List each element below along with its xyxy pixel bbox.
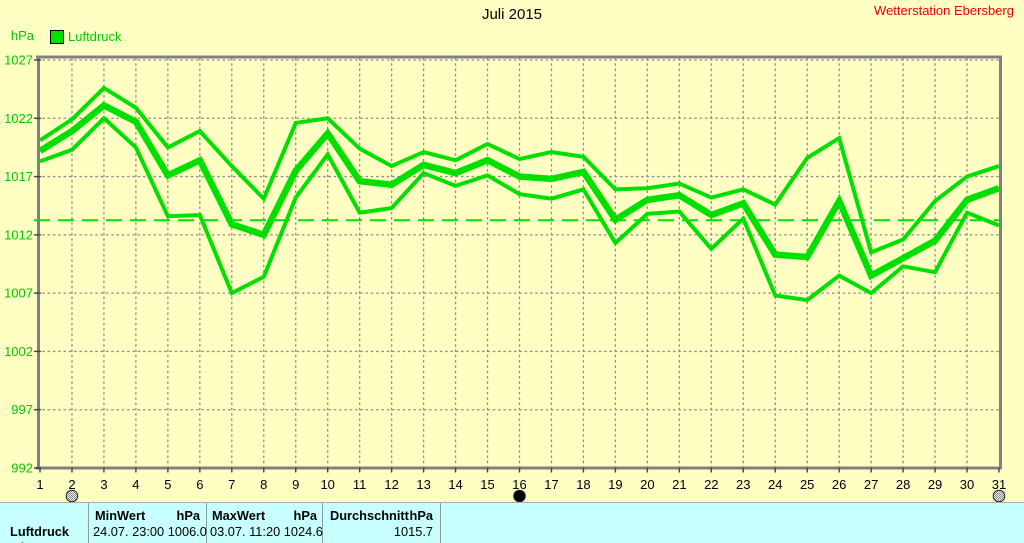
y-tick-label: 1017 (4, 169, 33, 184)
y-tick-label: 1027 (4, 53, 33, 68)
x-tick-label: 28 (896, 477, 910, 492)
maxwert-header: MaxWert hPa (212, 508, 317, 523)
x-tick-label: 25 (800, 477, 814, 492)
x-tick-label: 27 (864, 477, 878, 492)
y-tick-label: 1002 (4, 344, 33, 359)
x-tick-label: 13 (416, 477, 430, 492)
x-tick-label: 31 (992, 477, 1006, 492)
x-tick-label: 23 (736, 477, 750, 492)
x-tick-label: 29 (928, 477, 942, 492)
panel-divider (206, 503, 207, 543)
x-tick-label: 3 (100, 477, 107, 492)
x-tick-label: 17 (544, 477, 558, 492)
y-tick-label: 1012 (4, 227, 33, 242)
new-moon-icon (513, 489, 526, 503)
page-title: Juli 2015 (481, 6, 543, 23)
x-tick-label: 4 (132, 477, 139, 492)
panel-divider (88, 503, 89, 543)
y-axis-unit-label: hPa (10, 28, 34, 43)
legend-label: Luftdruck (68, 29, 122, 44)
x-tick-label: 21 (672, 477, 686, 492)
legend-color-swatch (50, 29, 64, 44)
y-tick-label: 1022 (4, 111, 33, 126)
y-tick-label: 992 (11, 461, 33, 476)
x-tick-label: 6 (196, 477, 203, 492)
panel-divider (440, 503, 441, 543)
y-axis: 1027 1022 1017 1012 1007 1002 997 992 (4, 53, 41, 476)
panel-divider (322, 503, 323, 543)
legend: Luftdruck (50, 29, 121, 44)
x-tick-label: 9 (292, 477, 299, 492)
minwert-value: 24.07. 23:00 1006.0 (93, 524, 207, 539)
y-tick-label: 997 (11, 402, 33, 417)
x-tick-label: 1 (36, 477, 43, 492)
durchschnitt-value: 1015.7 (393, 524, 433, 539)
x-tick-label: 8 (260, 477, 267, 492)
y-tick-label: 1007 (4, 286, 33, 301)
station-name: Wetterstation Ebersberg (874, 3, 1014, 18)
x-tick-label: 10 (320, 477, 334, 492)
x-tick-label: 12 (384, 477, 398, 492)
x-tick-label: 11 (353, 477, 367, 492)
durchschnitt-header: Durchschnitt hPa (330, 508, 433, 523)
x-tick-label: 16 (512, 477, 526, 492)
series-mittel (38, 101, 1001, 281)
series-max (38, 85, 1000, 256)
x-tick-label: 2 (68, 477, 75, 492)
series-min (39, 115, 1000, 303)
x-tick-label: 24 (768, 477, 782, 492)
stats-panel: MinWert hPa MaxWert hPa Durchschnitt hPa… (0, 502, 1024, 543)
maxwert-value: 03.07. 11:20 1024.6 (210, 524, 323, 539)
x-tick-label: 7 (228, 477, 235, 492)
x-tick-label: 5 (164, 477, 171, 492)
gridlines (37, 58, 999, 467)
x-tick-label: 14 (448, 477, 462, 492)
x-tick-label: 15 (480, 477, 494, 492)
x-tick-label: 20 (640, 477, 654, 492)
x-tick-label: 22 (704, 477, 718, 492)
full-moon-icon (992, 489, 1006, 503)
x-tick-label: 19 (608, 477, 622, 492)
minwert-header: MinWert hPa (95, 508, 200, 523)
full-moon-icon (65, 489, 79, 503)
x-tick-label: 30 (960, 477, 974, 492)
clipped-next-row-label: MinWert (10, 540, 60, 543)
x-tick-label: 18 (576, 477, 590, 492)
x-tick-label: 26 (832, 477, 846, 492)
sensor-row-label: Luftdruck (10, 524, 70, 539)
x-axis: 1 2 3 4 5 6 7 8 9 10 11 12 13 14 15 16 17 18 19 20 21 22 23 24 2… (36, 468, 1006, 492)
